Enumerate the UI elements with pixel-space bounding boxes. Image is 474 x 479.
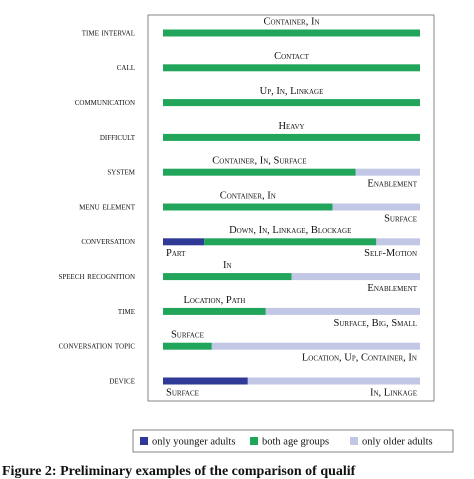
category-label: conversation topic bbox=[59, 341, 136, 352]
segment-label: In, Linkage bbox=[370, 387, 417, 398]
segment-label: Location, Up, Container, In bbox=[302, 353, 417, 364]
segment-label: In bbox=[223, 260, 232, 271]
category-label: communication bbox=[75, 97, 135, 108]
bar-segment bbox=[163, 64, 420, 72]
bar-segment bbox=[163, 99, 420, 107]
segment-label: Self-Motion bbox=[364, 248, 417, 259]
bar-segment bbox=[163, 273, 292, 281]
segment-label: Surface bbox=[384, 213, 417, 224]
plot-frame bbox=[147, 14, 435, 402]
legend-frame bbox=[132, 429, 454, 453]
segment-label: Location, Path bbox=[183, 295, 245, 306]
category-label: menu element bbox=[79, 201, 136, 212]
category-label: difficult bbox=[100, 132, 136, 143]
bar-segment bbox=[204, 238, 377, 246]
bar-segment bbox=[163, 342, 212, 350]
category-label: speech recognition bbox=[58, 271, 135, 282]
category-label: conversation bbox=[81, 236, 135, 247]
segment-label: Container, In bbox=[220, 190, 276, 201]
bar-segment bbox=[376, 238, 420, 246]
bar-segment bbox=[211, 342, 420, 350]
legend-swatch bbox=[140, 437, 148, 445]
category-label: device bbox=[109, 375, 135, 386]
category-label: time interval bbox=[82, 27, 135, 38]
bar-segment bbox=[163, 133, 420, 141]
category-label: call bbox=[117, 62, 135, 73]
segment-label: Container, In, Surface bbox=[212, 156, 306, 167]
bar-segment bbox=[163, 29, 420, 37]
category-label: system bbox=[107, 167, 135, 178]
segment-label: Surface bbox=[166, 387, 199, 398]
legend-label: only younger adults bbox=[152, 436, 235, 447]
segment-label: Part bbox=[166, 248, 186, 259]
segment-label: Contact bbox=[274, 51, 310, 62]
bar-segment bbox=[163, 307, 266, 315]
bar-segment bbox=[332, 203, 420, 211]
segment-label: Surface bbox=[171, 330, 204, 341]
bar-segment bbox=[163, 203, 333, 211]
legend-swatch bbox=[350, 437, 358, 445]
bar-segment bbox=[291, 273, 420, 281]
legend-swatch bbox=[250, 437, 258, 445]
segment-label: Up, In, Linkage bbox=[260, 86, 324, 97]
segment-label: Surface, Big, Small bbox=[334, 318, 418, 329]
segment-label: Container, In bbox=[263, 16, 319, 27]
bar-segment bbox=[163, 377, 248, 385]
legend-label: both age groups bbox=[262, 436, 329, 447]
bar-segment bbox=[163, 238, 205, 246]
segment-label: Down, In, Linkage, Blockage bbox=[229, 225, 351, 236]
legend-label: only older adults bbox=[362, 436, 433, 447]
bar-segment bbox=[265, 307, 420, 315]
bar-segment bbox=[163, 168, 356, 176]
caption: Figure 2: Preliminary examples of the co… bbox=[2, 464, 356, 479]
segment-label: Heavy bbox=[278, 121, 304, 132]
bar-segment bbox=[247, 377, 420, 385]
segment-label: Enablement bbox=[367, 283, 417, 294]
category-label: time bbox=[118, 306, 135, 317]
bar-segment bbox=[355, 168, 420, 176]
segment-label: Enablement bbox=[367, 179, 417, 190]
